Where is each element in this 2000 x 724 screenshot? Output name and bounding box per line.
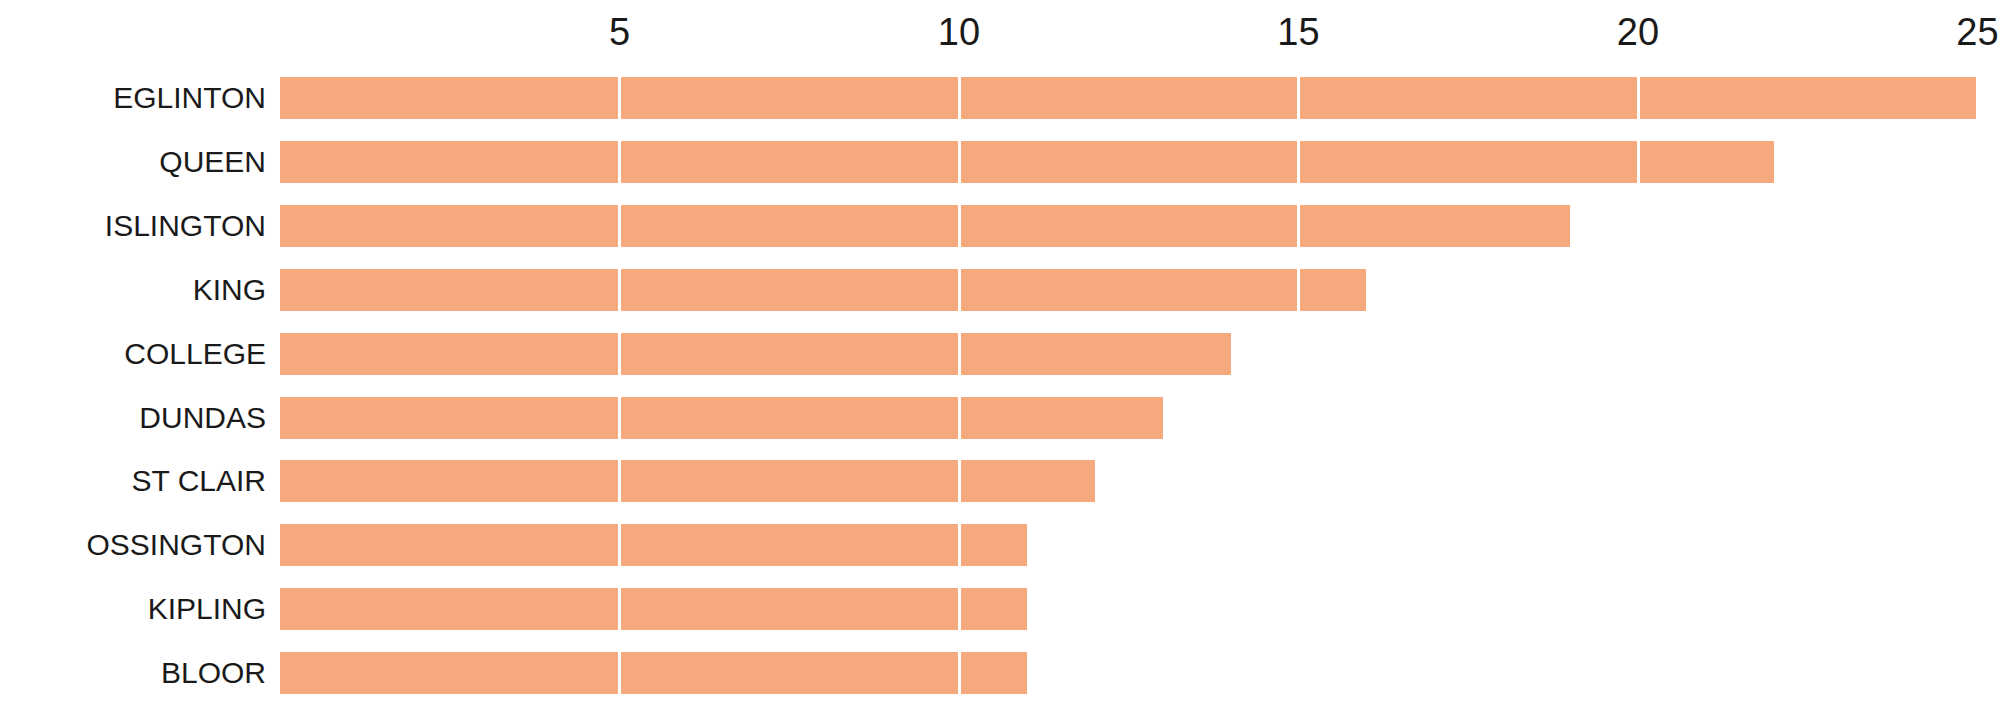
bar — [280, 205, 1570, 247]
category-label: ISLINGTON — [0, 205, 266, 247]
bar — [280, 524, 1027, 566]
bar-chart: EGLINTON QUEEN ISLINGTON KING COLLEGE DUNDAS S… — [0, 0, 2000, 724]
category-label: KIPLING — [0, 588, 266, 630]
bar — [280, 588, 1027, 630]
category-label: DUNDAS — [0, 397, 266, 439]
category-label: BLOOR — [0, 652, 266, 694]
x-tick-label: 5 — [609, 10, 630, 54]
category-label: KING — [0, 269, 266, 311]
category-label: OSSINGTON — [0, 524, 266, 566]
x-tick-label: 25 — [1956, 10, 1998, 54]
gridline — [1976, 60, 1979, 694]
gridline — [958, 60, 961, 694]
gridline — [1637, 60, 1640, 694]
gridline — [618, 60, 621, 694]
x-tick-label: 20 — [1617, 10, 1659, 54]
bar — [280, 333, 1231, 375]
x-tick-label: 10 — [938, 10, 980, 54]
x-tick-label: 15 — [1277, 10, 1319, 54]
bar — [280, 460, 1095, 502]
category-label: EGLINTON — [0, 77, 266, 119]
bar — [280, 141, 1774, 183]
bar — [280, 397, 1163, 439]
bar — [280, 77, 1978, 119]
category-label: COLLEGE — [0, 333, 266, 375]
category-label: ST CLAIR — [0, 460, 266, 502]
category-label: QUEEN — [0, 141, 266, 183]
gridline — [1297, 60, 1300, 694]
bar — [280, 652, 1027, 694]
bar — [280, 269, 1366, 311]
